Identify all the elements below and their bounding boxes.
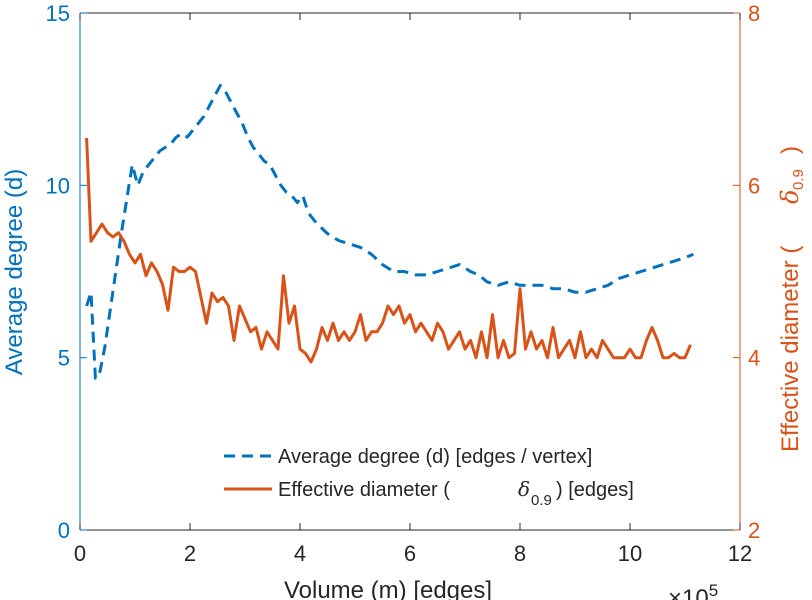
right-axis-label-suffix: ) <box>777 146 804 154</box>
x-axis-exponent-power: 5 <box>709 581 718 600</box>
x-tick-label: 4 <box>294 541 306 566</box>
legend: Average degree (d) [edges / vertex] Effe… <box>224 446 634 509</box>
legend-label-effective-diameter-symbol: δ <box>518 477 530 501</box>
right-tick-label: 8 <box>748 1 760 26</box>
x-tick-label: 8 <box>514 541 526 566</box>
right-axis-label: Effective diameter ( δ 0.9 ) <box>776 146 807 452</box>
right-tick-label: 2 <box>748 518 760 543</box>
x-tick-label: 12 <box>728 541 752 566</box>
legend-label-effective-diameter-suffix: ) [edges] <box>556 479 634 501</box>
legend-label-effective-diameter-prefix: Effective diameter ( <box>278 479 450 501</box>
x-tick-label: 2 <box>184 541 196 566</box>
left-tick-label: 0 <box>58 518 70 543</box>
left-tick-label: 10 <box>46 173 70 198</box>
right-axis-label-subscript: 0.9 <box>790 169 807 190</box>
x-tick-label: 0 <box>74 541 86 566</box>
average-degree-line <box>85 83 694 380</box>
right-axis-label-prefix: Effective diameter ( <box>777 246 804 452</box>
left-axis-label: Average degree (d) <box>1 169 28 375</box>
left-axis-ticks: 0 5 10 15 <box>46 1 87 543</box>
right-axis-label-symbol: δ <box>776 190 804 204</box>
x-axis-exponent: ×105 <box>668 581 718 600</box>
x-tick-label: 6 <box>404 541 416 566</box>
right-axis-ticks: 2 4 6 8 <box>733 1 760 543</box>
right-tick-label: 6 <box>748 173 760 198</box>
left-tick-label: 5 <box>58 346 70 371</box>
x-tick-label: 10 <box>618 541 642 566</box>
series-lines <box>85 83 694 380</box>
legend-label-effective-diameter-subscript: 0.9 <box>531 492 552 509</box>
right-tick-label: 4 <box>748 346 760 371</box>
left-tick-label: 15 <box>46 1 70 26</box>
x-axis-exponent-base: ×10 <box>668 585 709 600</box>
x-axis-ticks: 0 2 4 6 8 10 12 <box>74 13 752 566</box>
effective-diameter-line <box>85 137 692 364</box>
x-axis-label: Volume (m) [edges] <box>284 577 492 600</box>
legend-label-average-degree: Average degree (d) [edges / vertex] <box>278 446 592 468</box>
